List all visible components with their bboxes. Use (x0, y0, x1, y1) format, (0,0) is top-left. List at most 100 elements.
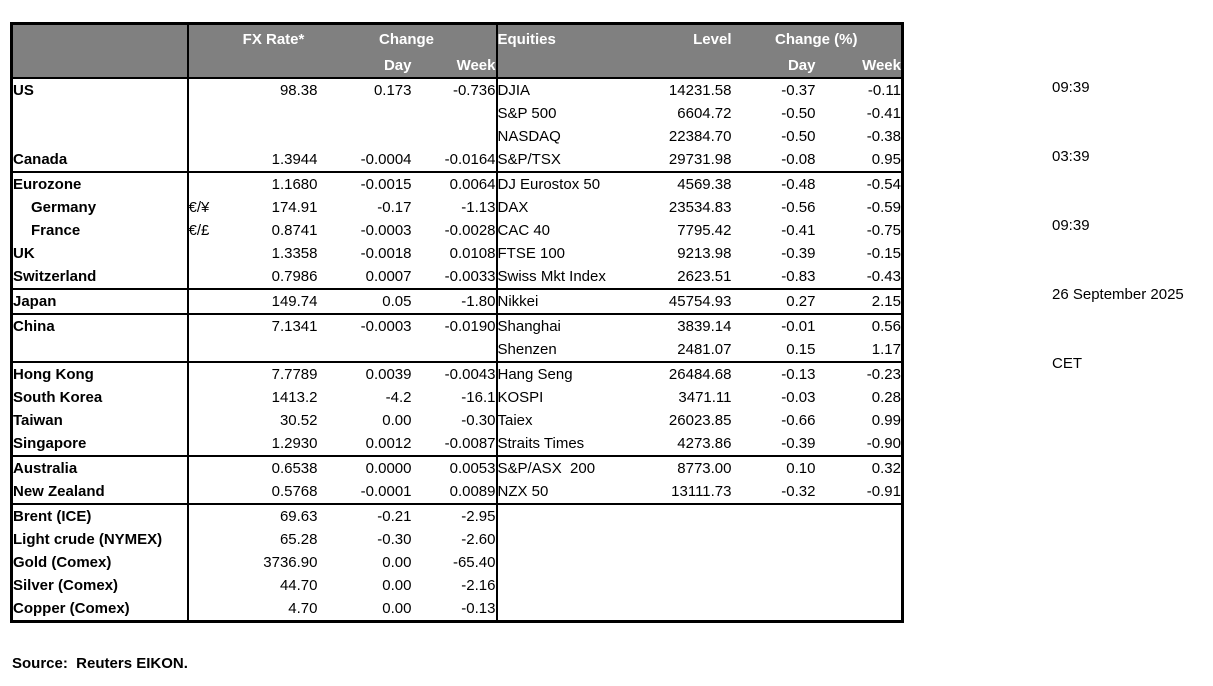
fx-week-change: -0.13 (461, 600, 496, 617)
equity-week-change: 2.15 (815, 288, 903, 314)
fx-week-change: -2.16 (461, 577, 496, 594)
table-header-row-1: FX Rate* Change Equities Level Change (%… (11, 23, 903, 54)
row-label (12, 102, 188, 125)
equity-level: 3471.11 (678, 389, 732, 406)
time-primary: 09:39 (1052, 79, 1090, 96)
fx-rate-value (230, 338, 318, 362)
fx-day-change (318, 102, 412, 125)
fx-rate-value (230, 125, 318, 148)
currency-pair (186, 265, 230, 289)
equity-week-change: -0.54 (815, 171, 903, 196)
equity-level: 13111.73 (671, 483, 732, 500)
table-row: Gold (Comex) 3736.90 0.00 -65.40 (12, 551, 903, 574)
header-level: Level (639, 23, 732, 54)
equity-week-change: -0.38 (866, 128, 901, 145)
fx-week-change (412, 102, 497, 125)
row-label: Japan (11, 288, 188, 314)
fx-week-change: -0.30 (461, 412, 496, 429)
fx-rate-value: 0.8741 (271, 222, 318, 239)
currency-pair (186, 528, 230, 551)
equity-week-change: -0.75 (866, 222, 901, 239)
fx-day-change: 0.173 (373, 82, 412, 99)
market-data-table: FX Rate* Change Equities Level Change (%… (10, 22, 904, 623)
row-label: Eurozone (11, 171, 188, 196)
equity-label (495, 528, 640, 551)
currency-pair (186, 78, 230, 102)
table-row: US 98.38 0.173 -0.736 DJIA 14231.58 -0.37 -0.11 (12, 78, 903, 102)
fx-week-change: -0.0043 (411, 361, 497, 386)
fx-rate-value: 3736.90 (263, 554, 318, 571)
equity-label (495, 597, 640, 622)
fx-day-change: -0.0015 (317, 171, 412, 196)
footnotes-block: Source: Reuters EIKON. * FX Rate for USD… (12, 609, 779, 686)
table-row: Eurozone 1.1680 -0.0015 0.0064 DJ Eurostox 5… (11, 171, 903, 196)
equity-day-change (731, 503, 816, 528)
row-label: Taiwan (13, 412, 63, 429)
equity-label: FTSE 100 (495, 242, 640, 265)
fx-week-change: 0.0108 (449, 245, 496, 262)
fx-rate-value: 1.1680 (229, 171, 318, 196)
fx-week-change: -2.60 (461, 531, 496, 548)
fx-week-change: -0.0028 (444, 222, 496, 239)
equity-level: 14231.58 (668, 82, 732, 99)
equity-level (639, 503, 732, 528)
fx-week-change (412, 125, 497, 148)
equity-label: Nikkei (495, 288, 640, 314)
row-label: Light crude (NYMEX) (13, 531, 163, 548)
equity-level: 45754.93 (639, 288, 732, 314)
fx-day-change: -0.0004 (360, 151, 412, 168)
equity-week-change: -0.15 (866, 245, 901, 262)
currency-pair (186, 386, 230, 409)
equity-week-change: -0.11 (867, 82, 901, 99)
fx-week-change: -0.0033 (444, 268, 496, 285)
equity-week-change: 0.28 (871, 389, 901, 406)
fx-rate-value: 30.52 (279, 412, 318, 429)
equity-label: KOSPI (495, 386, 640, 409)
row-label (12, 338, 188, 362)
equity-level: 2481.07 (677, 341, 732, 358)
table-row: South Korea 1413.2 -4.2 -16.1 KOSPI 3471.11 -0… (12, 386, 903, 409)
table-row: Taiwan 30.52 0.00 -0.30 Taiex 26023.85 -0.66 0.… (12, 409, 903, 432)
equity-day-change: 0.27 (731, 288, 816, 314)
table-row: Japan 149.74 0.05 -1.80 Nikkei 45754.93 0.27 2.… (11, 288, 903, 314)
table-row: New Zealand 0.5768 -0.0001 0.0089 NZX 50 1311… (12, 480, 903, 504)
row-label: Germany (31, 199, 97, 216)
table-header: FX Rate* Change Equities Level Change (%… (11, 23, 903, 79)
equity-label: Taiex (495, 409, 640, 432)
currency-pair (186, 288, 230, 314)
equity-label: DAX (495, 196, 640, 219)
equity-level (640, 528, 732, 551)
header-fx-week: Week (411, 54, 497, 79)
equity-day-change: -0.39 (781, 245, 816, 262)
fx-day-change: -0.21 (317, 503, 412, 528)
header-spacer (639, 54, 732, 79)
fx-rate-value: 65.28 (279, 531, 318, 548)
fx-week-change: -1.80 (411, 288, 497, 314)
currency-pair (186, 148, 230, 172)
fx-rate-value: 174.91 (271, 199, 318, 216)
fx-rate-value (230, 102, 318, 125)
table-row: Light crude (NYMEX) 65.28 -0.30 -2.60 (12, 528, 903, 551)
equity-week-change: -0.41 (866, 105, 901, 122)
row-label: Silver (Comex) (13, 577, 119, 594)
equity-level: 2623.51 (677, 268, 732, 285)
equity-label: S&P 500 (495, 102, 640, 125)
currency-pair (186, 455, 230, 480)
equity-day-change (732, 551, 816, 574)
currency-pair (186, 125, 230, 148)
equity-label: Swiss Mkt Index (495, 265, 640, 289)
header-eq-week: Week (815, 54, 903, 79)
equity-day-change: 0.15 (786, 341, 816, 358)
equity-level (640, 551, 732, 574)
equity-day-change: -0.50 (781, 105, 816, 122)
equity-label: Shanghai (495, 313, 640, 338)
fx-day-change: -4.2 (385, 389, 412, 406)
equity-day-change: -0.39 (781, 435, 816, 452)
fx-rate-value: 1413.2 (271, 389, 318, 406)
equity-week-change (816, 528, 903, 551)
table-row: Australia 0.6538 0.0000 0.0053 S&P/ASX 200 87… (11, 455, 903, 480)
equity-label: S&P/ASX 200 (495, 455, 640, 480)
equity-label: NASDAQ (495, 125, 640, 148)
fx-rate-value: 1.3944 (271, 151, 318, 168)
fx-week-change: -0.0087 (444, 435, 496, 452)
